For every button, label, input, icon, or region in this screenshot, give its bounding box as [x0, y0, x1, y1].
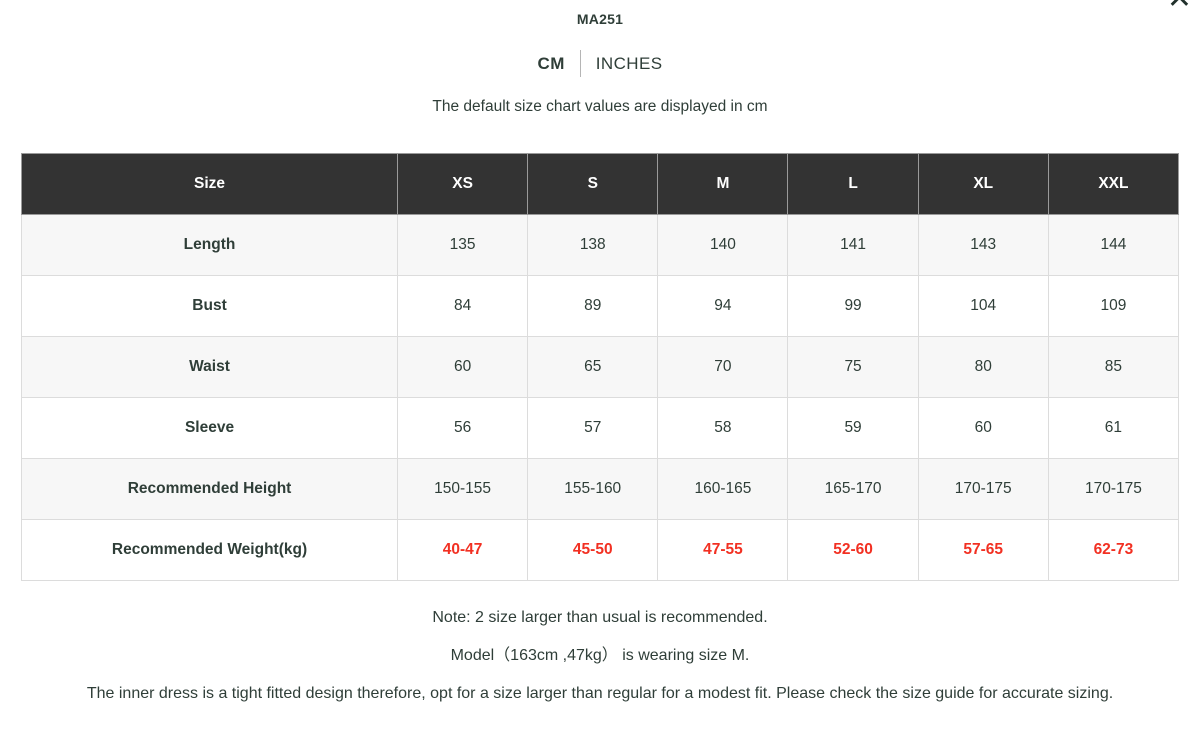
- cell-value: 59: [787, 397, 919, 459]
- row-label: Length: [20, 214, 399, 276]
- row-label: Recommended Weight(kg): [20, 519, 399, 581]
- cell-value: 70: [657, 336, 789, 398]
- cell-value: 144: [1047, 214, 1180, 276]
- cell-value: 104: [917, 275, 1049, 337]
- table-row: Waist 60 65 70 75 80 85: [20, 336, 1180, 398]
- note-line: Model（163cm ,47kg） is wearing size M.: [450, 647, 750, 664]
- cell-value: 109: [1047, 275, 1180, 337]
- cell-value: 155-160: [527, 458, 659, 520]
- unit-divider: [579, 50, 581, 77]
- note-line: Note: 2 size larger than usual is recomm…: [432, 609, 768, 626]
- unit-toggle: CM INCHES: [0, 50, 1200, 77]
- cell-value: 80: [917, 336, 1049, 398]
- size-table-header: Size XS S M L XL XXL: [20, 153, 1180, 215]
- cell-value: 138: [527, 214, 659, 276]
- cell-value: 57: [527, 397, 659, 459]
- cell-value: 85: [1047, 336, 1180, 398]
- size-table-body: Length 135 138 140 141 143 144 Bust 84 89 94 99 104 1…: [20, 214, 1180, 581]
- column-header: XS: [397, 153, 529, 215]
- table-row: Sleeve 56 57 58 59 60 61: [20, 397, 1180, 459]
- header-row: Size XS S M L XL XXL: [20, 153, 1180, 215]
- column-header: XXL: [1047, 153, 1180, 215]
- table-row: Length 135 138 140 141 143 144: [20, 214, 1180, 276]
- cell-value: 170-175: [917, 458, 1049, 520]
- cell-value: 75: [787, 336, 919, 398]
- cell-value: 62-73: [1047, 519, 1180, 581]
- cell-value: 45-50: [527, 519, 659, 581]
- column-header: M: [657, 153, 789, 215]
- cell-value: 84: [397, 275, 529, 337]
- cell-value: 65: [527, 336, 659, 398]
- cell-value: 140: [657, 214, 789, 276]
- close-button[interactable]: ✕: [1167, 0, 1192, 14]
- cell-value: 60: [397, 336, 529, 398]
- default-unit-note: The default size chart values are displa…: [432, 98, 768, 115]
- cell-value: 57-65: [917, 519, 1049, 581]
- cell-value: 160-165: [657, 458, 789, 520]
- cell-value: 56: [397, 397, 529, 459]
- cell-value: 99: [787, 275, 919, 337]
- table-row: Recommended Weight(kg) 40-47 45-50 47-55 52-…: [20, 519, 1180, 581]
- row-label: Waist: [20, 336, 399, 398]
- cell-value: 143: [917, 214, 1049, 276]
- cell-value: 61: [1047, 397, 1180, 459]
- row-label: Bust: [20, 275, 399, 337]
- close-icon: ✕: [1167, 0, 1192, 15]
- table-row: Bust 84 89 94 99 104 109: [20, 275, 1180, 337]
- cell-value: 52-60: [787, 519, 919, 581]
- cell-value: 150-155: [397, 458, 529, 520]
- cell-value: 47-55: [657, 519, 789, 581]
- cell-value: 170-175: [1047, 458, 1180, 520]
- column-header: L: [787, 153, 919, 215]
- row-label: Recommended Height: [20, 458, 399, 520]
- cell-value: 89: [527, 275, 659, 337]
- cell-value: 58: [657, 397, 789, 459]
- note-line: The inner dress is a tight fitted design…: [86, 685, 1114, 702]
- cell-value: 165-170: [787, 458, 919, 520]
- tab-cm[interactable]: CM: [537, 53, 565, 73]
- tab-inches[interactable]: INCHES: [595, 53, 663, 73]
- cell-value: 40-47: [397, 519, 529, 581]
- notes-section: Note: 2 size larger than usual is recomm…: [35, 604, 1165, 707]
- column-header: XL: [917, 153, 1049, 215]
- column-header: S: [527, 153, 659, 215]
- cell-value: 60: [917, 397, 1049, 459]
- size-table: Size XS S M L XL XXL Length 135 138 140 141 143 144 B…: [20, 153, 1180, 581]
- table-row: Recommended Height 150-155 155-160 160-165 1…: [20, 458, 1180, 520]
- cell-value: 135: [397, 214, 529, 276]
- cell-value: 94: [657, 275, 789, 337]
- row-label: Sleeve: [20, 397, 399, 459]
- cell-value: 141: [787, 214, 919, 276]
- column-header-size: Size: [20, 153, 399, 215]
- product-code-title: MA251: [576, 11, 624, 27]
